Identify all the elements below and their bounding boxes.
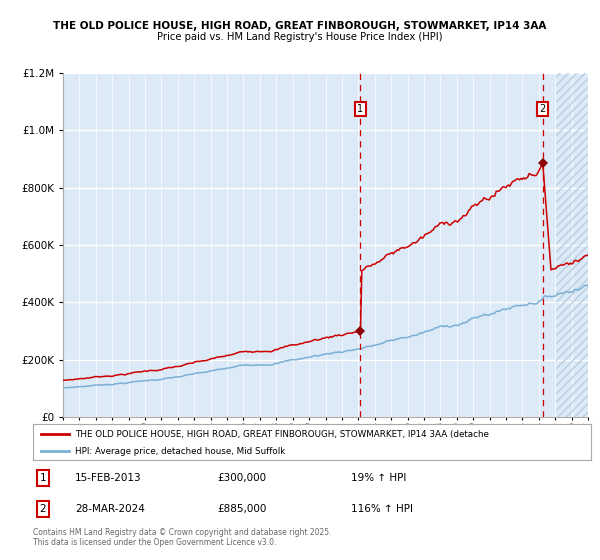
Text: Price paid vs. HM Land Registry's House Price Index (HPI): Price paid vs. HM Land Registry's House … [157,32,443,42]
Text: 116% ↑ HPI: 116% ↑ HPI [351,504,413,514]
Text: 15-FEB-2013: 15-FEB-2013 [75,473,142,483]
Text: THE OLD POLICE HOUSE, HIGH ROAD, GREAT FINBOROUGH, STOWMARKET, IP14 3AA (detache: THE OLD POLICE HOUSE, HIGH ROAD, GREAT F… [75,430,489,438]
Text: 1: 1 [40,473,46,483]
Text: 2: 2 [40,504,46,514]
Text: 19% ↑ HPI: 19% ↑ HPI [351,473,406,483]
Text: HPI: Average price, detached house, Mid Suffolk: HPI: Average price, detached house, Mid … [75,447,285,456]
Text: 1: 1 [357,104,364,114]
Text: £885,000: £885,000 [217,504,266,514]
Text: Contains HM Land Registry data © Crown copyright and database right 2025.
This d: Contains HM Land Registry data © Crown c… [33,528,331,547]
Text: 28-MAR-2024: 28-MAR-2024 [75,504,145,514]
Text: 2: 2 [539,104,546,114]
Text: THE OLD POLICE HOUSE, HIGH ROAD, GREAT FINBOROUGH, STOWMARKET, IP14 3AA: THE OLD POLICE HOUSE, HIGH ROAD, GREAT F… [53,21,547,31]
Text: £300,000: £300,000 [217,473,266,483]
